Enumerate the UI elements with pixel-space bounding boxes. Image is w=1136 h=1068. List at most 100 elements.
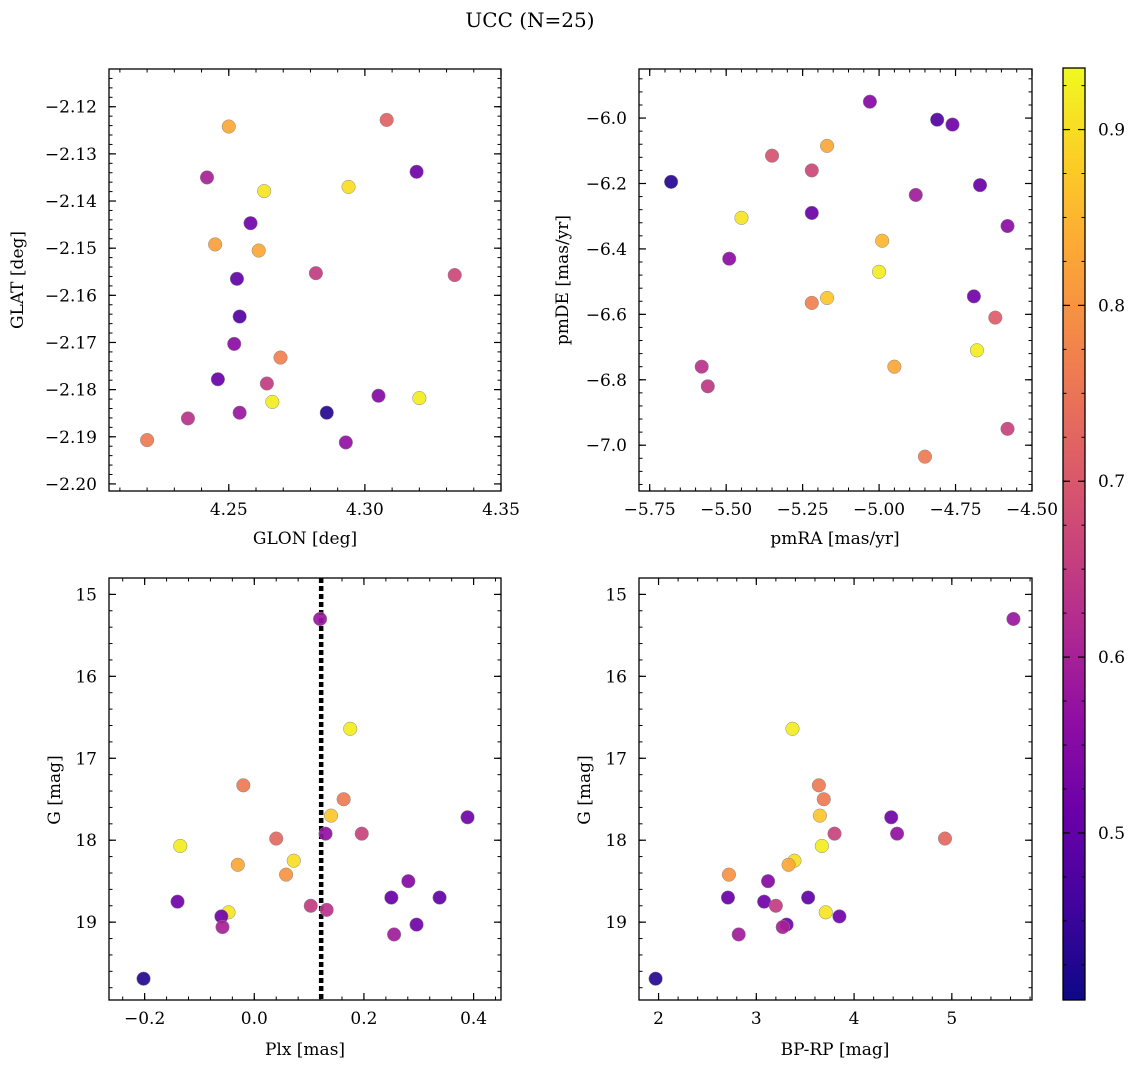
data-point bbox=[816, 792, 831, 807]
data-point bbox=[884, 810, 899, 825]
y-tick-label: −2.18 bbox=[45, 381, 97, 401]
data-point bbox=[447, 267, 462, 283]
y-tick-label: 18 bbox=[75, 831, 97, 851]
data-point bbox=[313, 611, 328, 627]
axes-frame bbox=[638, 68, 1033, 492]
panel-pmra-pmde: pmRA [mas/yr] pmDE [mas/yr] −5.75 −5.50 −5… bbox=[553, 68, 1058, 549]
data-point bbox=[232, 309, 247, 324]
x-tick-label: 0.4 bbox=[460, 1009, 487, 1029]
x-tick-label: −4.50 bbox=[1006, 500, 1058, 520]
data-point bbox=[887, 359, 902, 374]
data-point bbox=[875, 233, 890, 248]
data-point bbox=[721, 867, 736, 882]
data-point bbox=[412, 391, 427, 406]
data-point bbox=[930, 112, 945, 127]
data-point bbox=[227, 336, 242, 351]
y-tick-label: −7.0 bbox=[586, 436, 627, 456]
y-tick-label: 17 bbox=[605, 749, 627, 769]
data-point bbox=[801, 890, 816, 905]
data-point bbox=[318, 826, 333, 841]
colorbar: 0.5 0.6 0.7 0.8 0.9 bbox=[1062, 67, 1125, 1001]
x-tick-label: 3 bbox=[751, 1009, 762, 1029]
y-tick-label: 16 bbox=[75, 667, 97, 687]
axes-frame bbox=[108, 68, 502, 492]
y-axis-label: GLAT [deg] bbox=[8, 231, 28, 329]
data-point bbox=[230, 857, 245, 872]
data-point bbox=[286, 853, 301, 868]
data-point bbox=[210, 372, 225, 387]
data-point bbox=[917, 449, 933, 464]
data-point bbox=[760, 874, 776, 889]
data-point bbox=[338, 435, 353, 450]
data-point bbox=[648, 971, 663, 986]
x-tick-label: 5 bbox=[946, 1009, 957, 1029]
data-point bbox=[722, 251, 737, 266]
data-point bbox=[812, 808, 827, 823]
data-point bbox=[827, 826, 842, 841]
y-axis-label: G [mag] bbox=[45, 755, 65, 824]
x-tick-label: 4.30 bbox=[346, 500, 384, 520]
data-point bbox=[265, 394, 280, 409]
y-tick-label: −2.14 bbox=[45, 192, 97, 212]
data-point bbox=[937, 831, 953, 846]
axes-frame bbox=[638, 577, 1033, 1001]
data-point bbox=[811, 778, 826, 793]
y-tick-label: −2.16 bbox=[45, 286, 97, 306]
data-point bbox=[908, 187, 923, 202]
y-tick-label: −2.20 bbox=[45, 475, 97, 495]
axes-frame bbox=[108, 577, 502, 1001]
data-point bbox=[945, 117, 960, 132]
y-tick-label: 16 bbox=[605, 667, 627, 687]
data-point bbox=[236, 778, 251, 793]
data-point bbox=[804, 295, 819, 310]
y-axis-label: G [mag] bbox=[575, 755, 595, 824]
data-point bbox=[379, 112, 394, 127]
data-point bbox=[1000, 218, 1015, 234]
data-point bbox=[343, 721, 358, 736]
data-point bbox=[371, 388, 386, 403]
x-tick-label: 0.2 bbox=[350, 1009, 377, 1029]
data-point bbox=[336, 792, 351, 807]
y-tick-label: 18 bbox=[605, 831, 627, 851]
data-point bbox=[180, 411, 195, 426]
data-point bbox=[969, 343, 984, 358]
x-tick-label: 2 bbox=[653, 1009, 664, 1029]
x-tick-label: −4.75 bbox=[929, 500, 981, 520]
colorbar-frame bbox=[1062, 67, 1086, 1001]
data-point bbox=[170, 894, 185, 909]
data-point bbox=[972, 178, 988, 193]
data-point bbox=[215, 920, 230, 935]
data-point bbox=[173, 838, 188, 853]
panel-glon-glat: GLON [deg] GLAT [deg] 4.25 4.30 4.35 −2.12 −… bbox=[8, 68, 520, 549]
y-tick-label: −2.17 bbox=[45, 333, 97, 353]
data-point bbox=[720, 890, 736, 905]
y-tick-label: −6.4 bbox=[586, 240, 627, 260]
data-point bbox=[243, 216, 258, 231]
data-point bbox=[409, 164, 424, 179]
data-point bbox=[1006, 611, 1021, 627]
data-point bbox=[785, 721, 800, 736]
colorbar-tick-label: 0.6 bbox=[1098, 648, 1125, 668]
data-point bbox=[820, 290, 835, 306]
y-tick-label: −6.0 bbox=[586, 109, 627, 129]
y-tick-label: −2.19 bbox=[45, 428, 97, 448]
figure-title: UCC (N=25) bbox=[465, 8, 594, 32]
x-tick-label: −0.2 bbox=[124, 1009, 165, 1029]
x-tick-label: −5.25 bbox=[777, 500, 829, 520]
colorbar-tick-label: 0.7 bbox=[1098, 472, 1125, 492]
data-point bbox=[664, 174, 679, 189]
data-point bbox=[319, 902, 334, 917]
data-point bbox=[764, 148, 780, 163]
data-point bbox=[988, 310, 1003, 325]
data-point bbox=[820, 138, 835, 153]
x-tick-label: 4.35 bbox=[482, 500, 520, 520]
data-point bbox=[251, 243, 266, 258]
data-point bbox=[221, 119, 236, 134]
data-point bbox=[273, 350, 288, 365]
colorbar-tick-label: 0.5 bbox=[1098, 824, 1125, 844]
panel-bprp-g: BP-RP [mag] G [mag] 2 3 4 5 15 16 17 18 19 bbox=[575, 577, 1033, 1060]
data-point bbox=[694, 359, 709, 374]
data-point bbox=[279, 867, 294, 882]
y-tick-label: −6.2 bbox=[586, 174, 627, 194]
